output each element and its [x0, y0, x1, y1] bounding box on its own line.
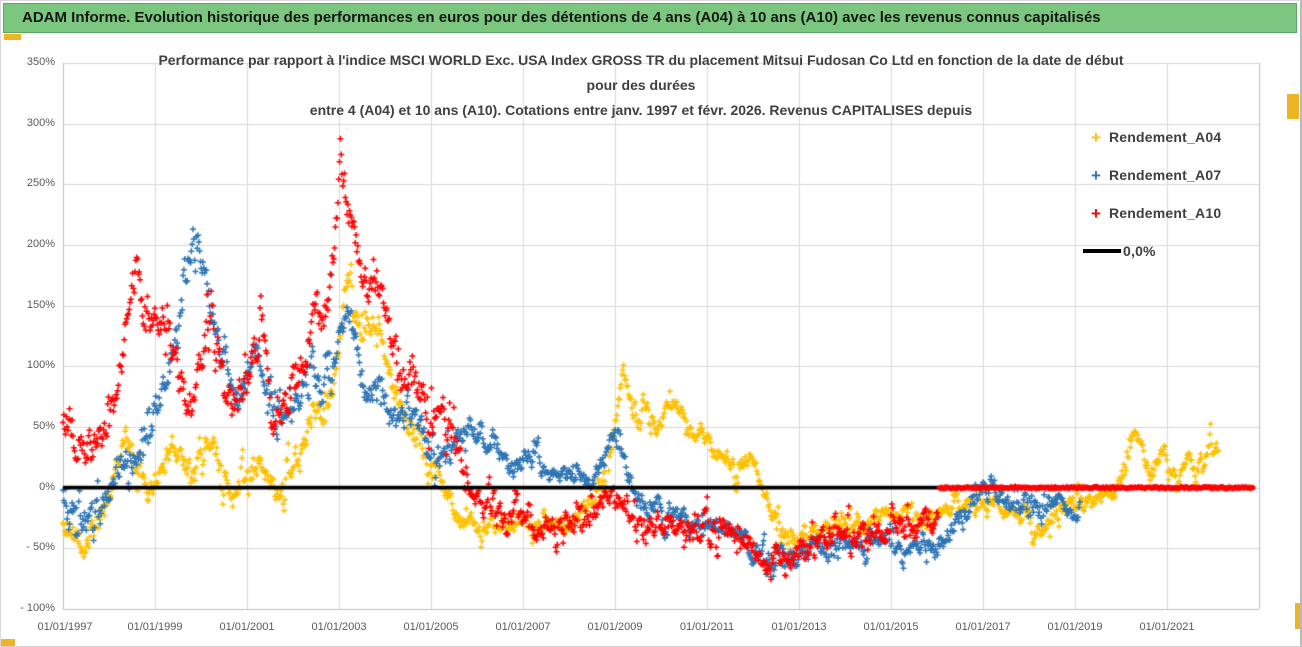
x-tick-label: 01/01/2003 [311, 621, 367, 633]
x-tick-label: 01/01/2017 [955, 621, 1011, 633]
plus-marker-icon: + [1091, 203, 1101, 223]
chart-title: Performance par rapport à l'indice MSCI … [71, 48, 1211, 123]
y-tick-label: - 50% [26, 541, 55, 554]
gold-accent-top-left [4, 34, 21, 40]
banner-title: ADAM Informe. Evolution historique des p… [22, 9, 1101, 26]
x-tick-label: 01/01/2001 [219, 621, 275, 633]
chart-legend: + Rendement_A04 + Rendement_A07 + Rendem… [1083, 118, 1283, 270]
chart-title-line-2: pour des durées [586, 77, 696, 93]
x-tick-label: 01/01/1997 [37, 621, 93, 633]
x-tick-label: 01/01/2019 [1047, 621, 1103, 633]
x-tick-label: 01/01/2011 [679, 621, 735, 633]
chart-title-line-3: entre 4 (A04) et 10 ans (A10). Cotations… [309, 102, 973, 118]
chart-title-line-1: Performance par rapport à l'indice MSCI … [158, 52, 1124, 68]
legend-item-rendement-a04: + Rendement_A04 [1083, 118, 1283, 156]
y-tick-label: 0% [39, 480, 55, 493]
x-tick-label: 01/01/2013 [771, 621, 827, 633]
y-tick-label: 150% [26, 298, 55, 311]
x-tick-label: 01/01/2021 [1139, 621, 1195, 633]
header-banner: ADAM Informe. Evolution historique des p… [3, 3, 1297, 33]
x-tick-label: 01/01/2015 [863, 621, 919, 633]
plus-marker-icon: + [1091, 127, 1101, 147]
y-tick-label: 250% [26, 177, 55, 190]
legend-label: Rendement_A10 [1109, 205, 1222, 221]
x-tick-label: 01/01/2005 [403, 621, 459, 633]
legend-item-zero-line: 0,0% [1083, 232, 1283, 270]
y-tick-label: 300% [26, 116, 55, 129]
y-tick-label: 100% [26, 359, 55, 372]
y-tick-label: 200% [26, 238, 55, 250]
plus-marker-icon: + [1091, 165, 1101, 185]
zero-line-swatch-icon [1083, 249, 1121, 253]
legend-label: 0,0% [1123, 243, 1156, 259]
y-tick-label: 350% [26, 56, 55, 68]
gold-accent-bottom-left [1, 639, 15, 646]
legend-item-rendement-a10: + Rendement_A10 [1083, 194, 1283, 232]
x-tick-label: 01/01/2007 [495, 621, 551, 633]
y-tick-label: - 100% [20, 602, 55, 614]
y-tick-label: 50% [32, 420, 55, 432]
gold-accent-right-upper [1287, 94, 1299, 119]
gold-accent-right-lower [1295, 603, 1300, 629]
x-tick-label: 01/01/2009 [587, 621, 643, 633]
legend-label: Rendement_A04 [1109, 129, 1222, 145]
x-tick-label: 01/01/1999 [127, 621, 183, 633]
legend-item-rendement-a07: + Rendement_A07 [1083, 156, 1283, 194]
legend-label: Rendement_A07 [1109, 167, 1222, 183]
